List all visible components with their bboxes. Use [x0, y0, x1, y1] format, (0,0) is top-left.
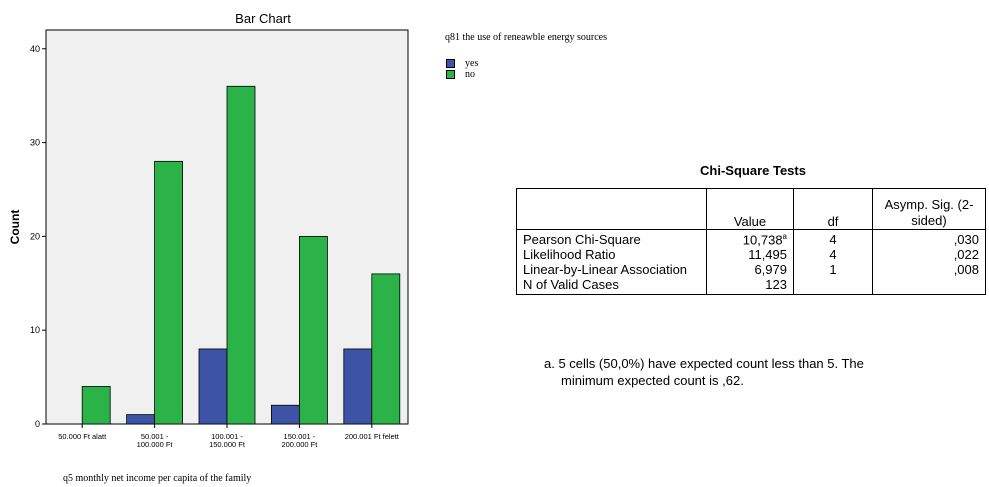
- legend-swatch: [446, 59, 455, 68]
- footnote-line-2: minimum expected count is ,62.: [561, 373, 744, 388]
- row-label: Linear-by-Linear Association: [516, 262, 707, 278]
- row-sig-text: ,030: [953, 232, 979, 247]
- row-df: [793, 277, 873, 296]
- row-label-text: Likelihood Ratio: [523, 247, 616, 263]
- bar-no: [298, 235, 328, 425]
- legend-label: no: [465, 68, 475, 80]
- row-sig-text: ,008: [953, 262, 979, 278]
- row-sig-text: ,022: [953, 247, 979, 263]
- legend: q81 the use of reneawble energy sources …: [445, 32, 635, 80]
- row-sig: [872, 277, 986, 296]
- row-sig: ,030: [872, 229, 986, 248]
- row-label-text: N of Valid Cases: [523, 277, 619, 293]
- table-row: N of Valid Cases 123: [516, 277, 986, 296]
- x-tick-label: 150.001 -: [284, 432, 316, 441]
- legend-item-yes: yes: [446, 58, 635, 69]
- row-label-text: Pearson Chi-Square: [523, 232, 641, 247]
- bar-yes: [198, 348, 228, 425]
- bar-yes: [270, 404, 300, 425]
- x-tick-label: 100.001 -: [211, 432, 243, 441]
- header-empty-cell: [516, 188, 707, 230]
- x-tick-label: 100.000 Ft: [137, 440, 174, 449]
- x-tick-label: 200.001 Ft felett: [345, 432, 400, 441]
- y-axis-title: Count: [8, 210, 22, 245]
- row-value: 10,738a: [706, 229, 794, 248]
- y-tick-label: 20: [30, 231, 40, 241]
- x-tick-label: 50.001 -: [141, 432, 169, 441]
- row-label: N of Valid Cases: [516, 277, 707, 296]
- table-footnote: a. 5 cells (50,0%) have expected count l…: [544, 355, 864, 389]
- row-value: 123: [706, 277, 794, 296]
- row-value-text: 123: [765, 277, 787, 293]
- row-label: Likelihood Ratio: [516, 247, 707, 263]
- legend-title: q81 the use of reneawble energy sources: [445, 32, 607, 43]
- chi-square-table: Value df Asymp. Sig. (2-sided) Pearson C…: [516, 188, 986, 296]
- table-row: Pearson Chi-Square 10,738a 4 ,030: [516, 229, 986, 248]
- table-header-row: Value df Asymp. Sig. (2-sided): [516, 188, 986, 230]
- x-tick-label: 50.000 Ft alatt: [58, 432, 107, 441]
- legend-label: yes: [465, 57, 479, 69]
- row-value-text: 10,738: [742, 232, 783, 248]
- row-value: 6,979: [706, 262, 794, 278]
- bar-no: [371, 273, 401, 425]
- row-label-text: Linear-by-Linear Association: [523, 262, 688, 278]
- row-sig: ,008: [872, 262, 986, 278]
- row-label: Pearson Chi-Square: [516, 229, 707, 248]
- row-df-text: 4: [829, 232, 837, 247]
- row-value-text: 11,495: [748, 247, 787, 263]
- legend-item-no: no: [446, 69, 635, 80]
- bar-chart: Bar Chart Count 0 10 20 30 40 50.000 Ft alatt 50…: [8, 11, 409, 449]
- x-tick-label: 150.000 Ft: [209, 440, 246, 449]
- bar-no: [154, 160, 184, 425]
- row-value-text: 6,979: [754, 262, 787, 278]
- bar-yes: [126, 414, 155, 425]
- row-sig: ,022: [872, 247, 986, 263]
- bar-yes: [343, 348, 373, 425]
- y-tick-label: 30: [30, 138, 40, 148]
- header-df: df: [793, 188, 873, 230]
- y-tick-label: 10: [30, 325, 40, 335]
- chart-title: Bar Chart: [235, 11, 291, 26]
- bar-no: [81, 386, 111, 425]
- table-row: Likelihood Ratio 11,495 4 ,022: [516, 247, 986, 263]
- row-df: 4: [793, 247, 873, 263]
- footnote-line-1: a. 5 cells (50,0%) have expected count l…: [544, 356, 864, 371]
- row-value: 11,495: [706, 247, 794, 263]
- legend-swatch: [446, 70, 455, 79]
- row-df: 1: [793, 262, 873, 278]
- header-value: Value: [706, 188, 794, 230]
- bar-no: [226, 85, 256, 425]
- row-df-text: 4: [829, 247, 837, 263]
- header-sig: Asymp. Sig. (2-sided): [872, 188, 986, 230]
- row-df: 4: [793, 229, 873, 248]
- x-tick-label: 200.000 Ft: [281, 440, 318, 449]
- row-df-text: 1: [829, 262, 837, 278]
- table-title: Chi-Square Tests: [700, 163, 806, 178]
- y-tick-label: 40: [30, 44, 40, 54]
- footnote-marker: a: [782, 232, 787, 241]
- y-tick-label: 0: [35, 419, 40, 429]
- table-row: Linear-by-Linear Association 6,979 1 ,008: [516, 262, 986, 278]
- x-axis-title: q5 monthly net income per capita of the …: [63, 473, 252, 484]
